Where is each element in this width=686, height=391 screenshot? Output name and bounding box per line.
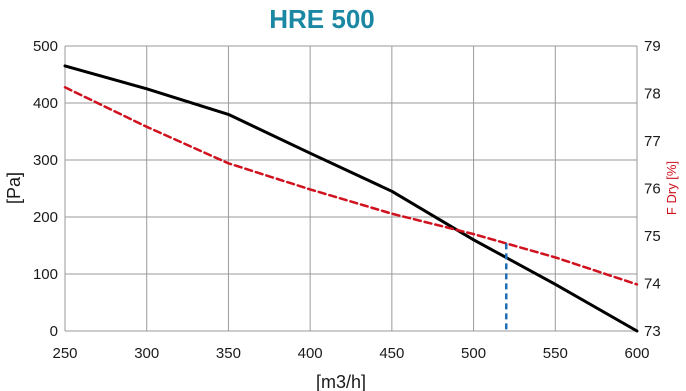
y-axis-label: [Pa] [4,172,24,204]
x-tick-label: 300 [134,345,159,362]
y-tick-label: 400 [33,95,58,112]
series-lines [63,64,639,333]
x-tick-label: 350 [216,345,241,362]
chart-title: HRE 500 [269,4,375,34]
x-tick-label: 500 [461,345,486,362]
y2-tick-label: 77 [644,133,661,150]
x-tick-label: 400 [298,345,323,362]
y2-tick-label: 75 [644,228,661,245]
series-line-dry [63,86,639,286]
y2-axis-label: F Dry [%] [664,161,679,215]
tick-labels: 250 300 350 400 450 500 550 600 0 100 200 300 400 500… [33,38,661,362]
y2-tick-label: 73 [644,323,661,340]
y-tick-label: 0 [50,323,58,340]
x-tick-label: 550 [543,345,568,362]
y2-tick-label: 76 [644,181,661,198]
x-axis-label: [m3/h] [316,372,366,391]
x-tick-label: 250 [52,345,77,362]
y-tick-label: 200 [33,209,58,226]
y2-tick-label: 79 [644,38,661,55]
y-tick-label: 100 [33,266,58,283]
y-tick-label: 500 [33,38,58,55]
x-tick-label: 600 [624,345,649,362]
x-tick-label: 450 [379,345,404,362]
y2-tick-label: 78 [644,86,661,103]
y2-tick-label: 74 [644,276,661,293]
series-line-pressure [63,64,639,333]
grid-lines [64,45,638,332]
y-tick-label: 300 [33,152,58,169]
